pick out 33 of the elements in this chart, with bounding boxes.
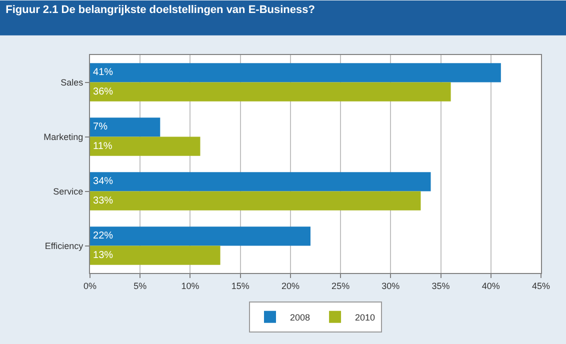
legend-label: 2008 (290, 312, 310, 322)
bar (90, 226, 310, 246)
legend-label: 2010 (355, 312, 376, 322)
bar (90, 246, 220, 265)
data-label: 34% (93, 176, 114, 188)
y-tick-label: Marketing (44, 132, 84, 142)
bar (90, 172, 431, 192)
x-tick-label: 35% (432, 280, 450, 291)
data-label: 22% (93, 230, 114, 242)
bar (90, 136, 200, 156)
data-label: 7% (93, 122, 108, 133)
x-tick-label: 25% (332, 280, 350, 291)
data-label: 36% (93, 86, 114, 98)
data-label: 33% (93, 195, 114, 206)
x-tick-label: 10% (181, 280, 200, 291)
y-tick-label: Service (53, 186, 84, 196)
data-label: 11% (93, 140, 112, 152)
x-tick-label: 5% (134, 280, 147, 291)
bar (90, 82, 451, 102)
x-tick-label: 40% (482, 280, 500, 291)
y-tick-label: Efficiency (44, 240, 84, 251)
x-tick-label: 45% (532, 280, 550, 291)
x-tick-label: 30% (382, 280, 400, 291)
data-label: 13% (93, 250, 114, 261)
x-tick-label: 15% (231, 280, 250, 291)
x-tick-label: 0% (83, 280, 97, 291)
bar (90, 191, 421, 210)
x-tick-label: 20% (281, 280, 300, 291)
data-label: 41% (93, 67, 114, 78)
bar (90, 63, 501, 82)
y-tick-label: Sales (60, 77, 84, 88)
bar (90, 118, 160, 137)
chart-title: Figuur 2.1 De belangrijkste doelstellingen van E-Business? (6, 4, 316, 16)
